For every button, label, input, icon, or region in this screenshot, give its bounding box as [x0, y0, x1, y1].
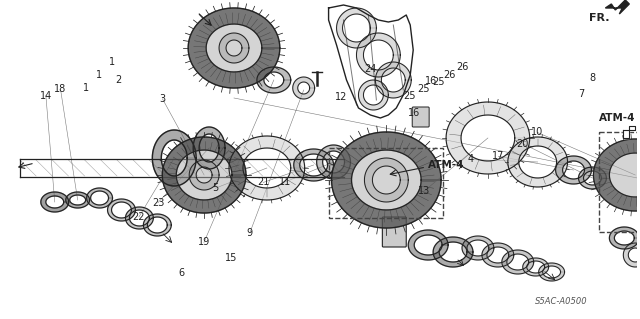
Text: ATM-4: ATM-4: [599, 113, 636, 123]
Polygon shape: [337, 8, 376, 48]
Polygon shape: [143, 214, 172, 236]
Polygon shape: [193, 127, 225, 169]
Polygon shape: [376, 62, 412, 98]
Polygon shape: [593, 139, 640, 211]
Text: 15: 15: [225, 253, 237, 263]
Polygon shape: [433, 237, 473, 267]
Polygon shape: [257, 67, 291, 93]
Polygon shape: [408, 230, 448, 260]
Polygon shape: [356, 33, 400, 77]
Bar: [600, 132, 640, 232]
Text: 26: 26: [444, 70, 456, 80]
Polygon shape: [508, 137, 568, 187]
Text: 13: 13: [418, 186, 430, 197]
Text: 3: 3: [159, 94, 166, 104]
Text: 25: 25: [403, 91, 416, 101]
Text: 14: 14: [40, 91, 52, 101]
Text: 6: 6: [179, 268, 185, 278]
Text: 9: 9: [247, 228, 253, 238]
Text: 8: 8: [589, 73, 596, 83]
Text: FR.: FR.: [589, 13, 610, 23]
Polygon shape: [189, 160, 219, 190]
Text: 11: 11: [280, 177, 292, 187]
Text: 23: 23: [152, 197, 164, 208]
FancyBboxPatch shape: [382, 217, 406, 247]
Polygon shape: [523, 258, 548, 276]
Polygon shape: [332, 132, 441, 228]
Polygon shape: [605, 0, 629, 14]
Polygon shape: [86, 188, 113, 208]
Polygon shape: [364, 158, 408, 202]
Text: 24: 24: [365, 63, 377, 74]
Text: 17: 17: [492, 151, 504, 161]
Polygon shape: [623, 126, 636, 138]
Text: 5: 5: [212, 183, 218, 193]
Text: 4: 4: [467, 154, 474, 165]
Polygon shape: [462, 236, 494, 260]
Polygon shape: [152, 130, 196, 186]
Polygon shape: [579, 167, 606, 189]
Polygon shape: [502, 250, 534, 274]
Polygon shape: [229, 136, 305, 200]
Text: 12: 12: [335, 92, 347, 102]
Polygon shape: [358, 80, 388, 110]
Polygon shape: [446, 102, 530, 174]
Text: ATM-4: ATM-4: [428, 160, 465, 170]
Text: 26: 26: [456, 62, 468, 72]
Text: S5AC-A0500: S5AC-A0500: [535, 297, 588, 306]
Polygon shape: [317, 145, 351, 179]
Polygon shape: [163, 137, 246, 213]
Polygon shape: [351, 150, 421, 210]
Polygon shape: [294, 149, 333, 181]
Text: 25: 25: [432, 77, 445, 87]
Bar: [328, 148, 443, 218]
Polygon shape: [41, 192, 68, 212]
FancyBboxPatch shape: [412, 107, 429, 127]
Polygon shape: [539, 263, 564, 281]
Text: 25: 25: [417, 84, 430, 94]
Polygon shape: [482, 243, 514, 267]
Text: 1: 1: [83, 83, 89, 93]
Text: 21: 21: [257, 177, 269, 188]
Text: 1: 1: [108, 57, 115, 67]
Polygon shape: [609, 153, 640, 197]
Polygon shape: [176, 150, 232, 200]
Polygon shape: [623, 243, 640, 267]
Text: 16: 16: [426, 76, 438, 86]
Text: 22: 22: [132, 212, 145, 222]
Polygon shape: [108, 199, 136, 221]
Text: 2: 2: [115, 75, 121, 85]
Text: 10: 10: [531, 127, 543, 137]
Polygon shape: [206, 24, 262, 72]
Text: 7: 7: [578, 89, 584, 99]
Text: 19: 19: [198, 237, 210, 248]
Polygon shape: [556, 156, 591, 184]
Text: 18: 18: [54, 84, 67, 94]
Text: 16: 16: [408, 108, 420, 118]
Polygon shape: [188, 8, 280, 88]
Text: 1: 1: [96, 70, 102, 80]
Polygon shape: [292, 77, 315, 99]
Text: 20: 20: [516, 138, 529, 149]
Polygon shape: [609, 227, 639, 249]
Polygon shape: [219, 33, 249, 63]
Polygon shape: [125, 207, 154, 229]
Polygon shape: [66, 192, 90, 208]
